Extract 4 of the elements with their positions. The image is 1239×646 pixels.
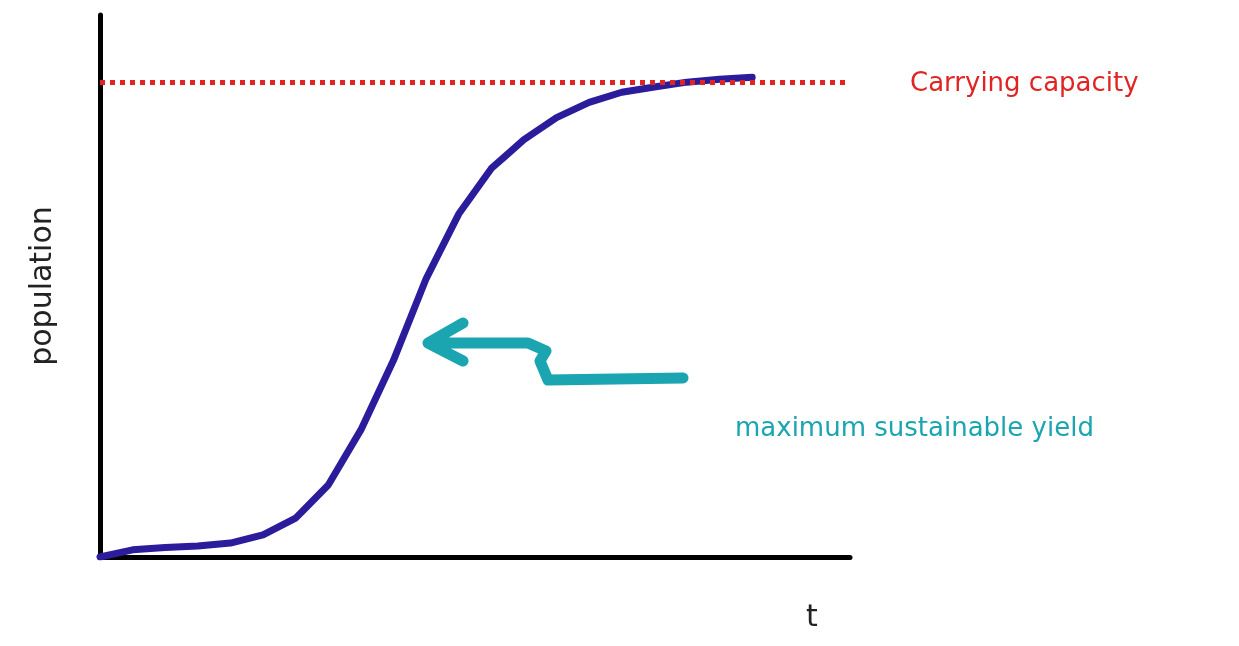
annotation: maximum sustainable yield <box>735 412 1094 442</box>
y-axis-title: population <box>22 206 58 366</box>
x-axis-title: t <box>806 598 818 633</box>
ref-line-label: Carrying capacity <box>910 67 1139 98</box>
